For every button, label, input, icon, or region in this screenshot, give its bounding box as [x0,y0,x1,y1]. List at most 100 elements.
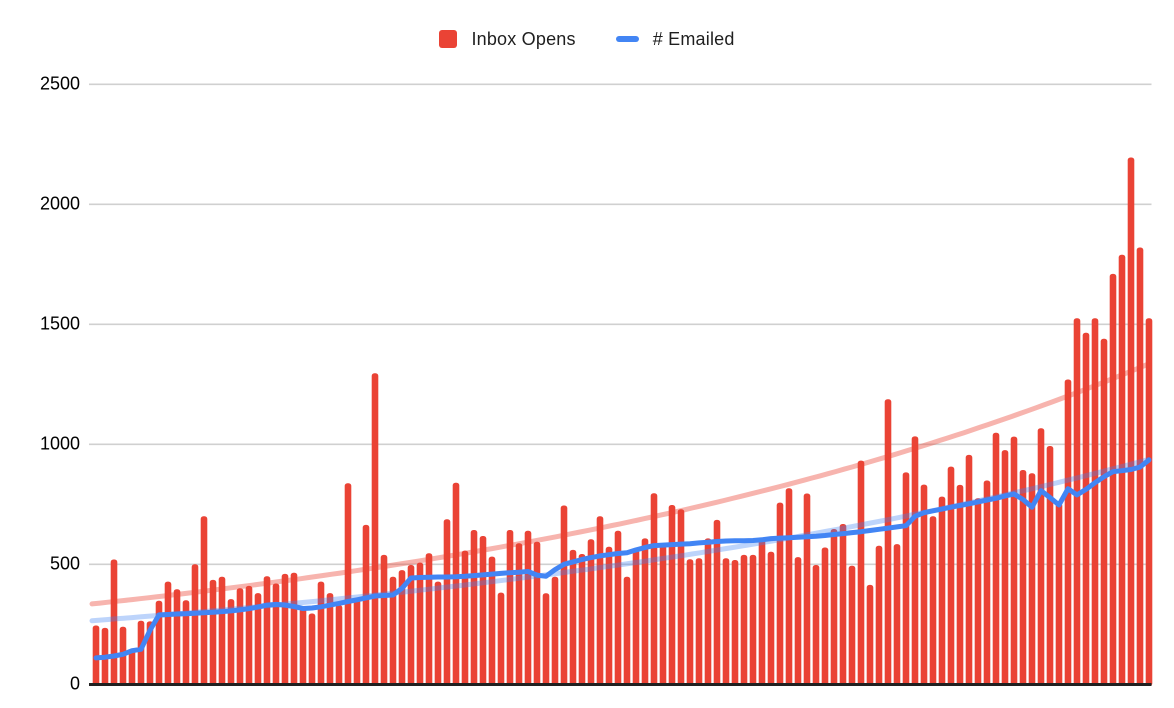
bar-inbox-opens[interactable] [947,466,955,686]
bar-inbox-opens[interactable] [1019,470,1027,686]
bar-inbox-opens[interactable] [614,530,622,686]
bar-inbox-opens[interactable] [749,554,757,686]
bar-inbox-opens[interactable] [299,608,307,686]
bar-inbox-opens[interactable] [371,373,379,686]
bar-inbox-opens[interactable] [821,547,829,687]
bar-inbox-opens[interactable] [668,505,676,686]
bar-inbox-opens[interactable] [128,649,136,686]
legend-item-emailed[interactable]: # Emailed [615,29,735,50]
bar-inbox-opens[interactable] [623,576,631,686]
bar-inbox-opens[interactable] [587,539,595,686]
bar-inbox-opens[interactable] [344,483,352,686]
bar-inbox-opens[interactable] [956,484,964,686]
bar-inbox-opens[interactable] [173,589,181,686]
bar-inbox-opens[interactable] [722,558,730,686]
bar-inbox-opens[interactable] [524,530,532,686]
bar-inbox-opens[interactable] [794,557,802,686]
bar-inbox-opens[interactable] [1064,379,1072,687]
bar-inbox-opens[interactable] [839,524,847,686]
bar-inbox-opens[interactable] [416,562,424,686]
bar-inbox-opens[interactable] [200,516,208,686]
bar-inbox-opens[interactable] [272,583,280,687]
bar-inbox-opens[interactable] [893,544,901,686]
bar-inbox-opens[interactable] [911,436,919,686]
bar-inbox-opens[interactable] [992,432,1000,686]
bar-inbox-opens[interactable] [920,484,928,686]
bar-inbox-opens[interactable] [632,549,640,686]
bar-inbox-opens[interactable] [407,565,415,686]
bar-inbox-opens[interactable] [1073,318,1081,686]
bar-inbox-opens[interactable] [1001,450,1009,686]
bar-inbox-opens[interactable] [218,576,226,686]
bar-inbox-opens[interactable] [488,556,496,686]
bar-inbox-opens[interactable] [704,538,712,686]
bar-inbox-opens[interactable] [875,545,883,686]
bar-inbox-opens[interactable] [902,472,910,686]
bar-inbox-opens[interactable] [884,399,892,686]
bar-inbox-opens[interactable] [164,581,172,686]
bar-inbox-opens[interactable] [452,482,460,686]
bar-inbox-opens[interactable] [263,576,271,686]
bar-inbox-opens[interactable] [974,498,982,686]
bar-inbox-opens[interactable] [551,576,559,686]
bar-inbox-opens[interactable] [335,605,343,686]
bar-inbox-opens[interactable] [362,524,370,686]
bar-inbox-opens[interactable] [803,493,811,687]
bar-inbox-opens[interactable] [596,516,604,686]
bar-inbox-opens[interactable] [479,536,487,686]
bar-inbox-opens[interactable] [434,581,442,686]
bar-inbox-opens[interactable] [443,519,451,686]
legend-item-inbox-opens[interactable]: Inbox Opens [439,29,576,50]
bar-inbox-opens[interactable] [812,565,820,686]
bar-inbox-opens[interactable] [461,550,469,686]
bar-inbox-opens[interactable] [236,588,244,686]
bar-inbox-opens[interactable] [1028,473,1036,686]
bar-inbox-opens[interactable] [650,493,658,686]
bar-inbox-opens[interactable] [1100,338,1108,686]
bar-inbox-opens[interactable] [281,573,289,686]
bar-inbox-opens[interactable] [767,551,775,686]
bar-inbox-opens[interactable] [380,554,388,686]
bar-inbox-opens[interactable] [110,559,118,687]
bar-inbox-opens[interactable] [245,585,253,686]
bar-inbox-opens[interactable] [1055,503,1063,686]
bar-inbox-opens[interactable] [686,559,694,686]
bar-inbox-opens[interactable] [389,576,397,686]
bar-inbox-opens[interactable] [1082,332,1090,686]
bar-inbox-opens[interactable] [317,581,325,686]
bar-inbox-opens[interactable] [398,570,406,686]
bar-inbox-opens[interactable] [290,572,298,686]
bar-inbox-opens[interactable] [1127,157,1135,687]
bar-inbox-opens[interactable] [497,592,505,686]
bar-inbox-opens[interactable] [209,579,217,686]
bar-inbox-opens[interactable] [758,539,766,686]
bar-inbox-opens[interactable] [308,613,316,687]
bar-inbox-opens[interactable] [326,593,334,686]
bar-inbox-opens[interactable] [1046,446,1054,686]
bar-inbox-opens[interactable] [695,558,703,686]
bar-inbox-opens[interactable] [965,454,973,686]
bar-inbox-opens[interactable] [470,530,478,686]
bar-inbox-opens[interactable] [677,509,685,686]
bar-inbox-opens[interactable] [740,554,748,686]
bar-inbox-opens[interactable] [983,480,991,687]
bar-inbox-opens[interactable] [1109,273,1117,686]
bar-inbox-opens[interactable] [227,599,235,686]
bar-inbox-opens[interactable] [254,593,262,686]
bar-inbox-opens[interactable] [542,593,550,686]
bar-inbox-opens[interactable] [353,597,361,686]
bar-inbox-opens[interactable] [137,620,145,686]
bar-inbox-opens[interactable] [776,502,784,686]
bar-inbox-opens[interactable] [731,560,739,686]
bar-inbox-opens[interactable] [659,543,667,686]
bar-inbox-opens[interactable] [560,505,568,687]
bar-inbox-opens[interactable] [605,546,613,686]
bar-inbox-opens[interactable] [182,600,190,686]
bar-inbox-opens[interactable] [929,516,937,686]
bar-inbox-opens[interactable] [578,554,586,686]
bar-inbox-opens[interactable] [1037,428,1045,686]
bar-inbox-opens[interactable] [425,553,433,686]
bar-inbox-opens[interactable] [785,488,793,686]
bar-inbox-opens[interactable] [506,530,514,686]
bar-inbox-opens[interactable] [569,549,577,686]
